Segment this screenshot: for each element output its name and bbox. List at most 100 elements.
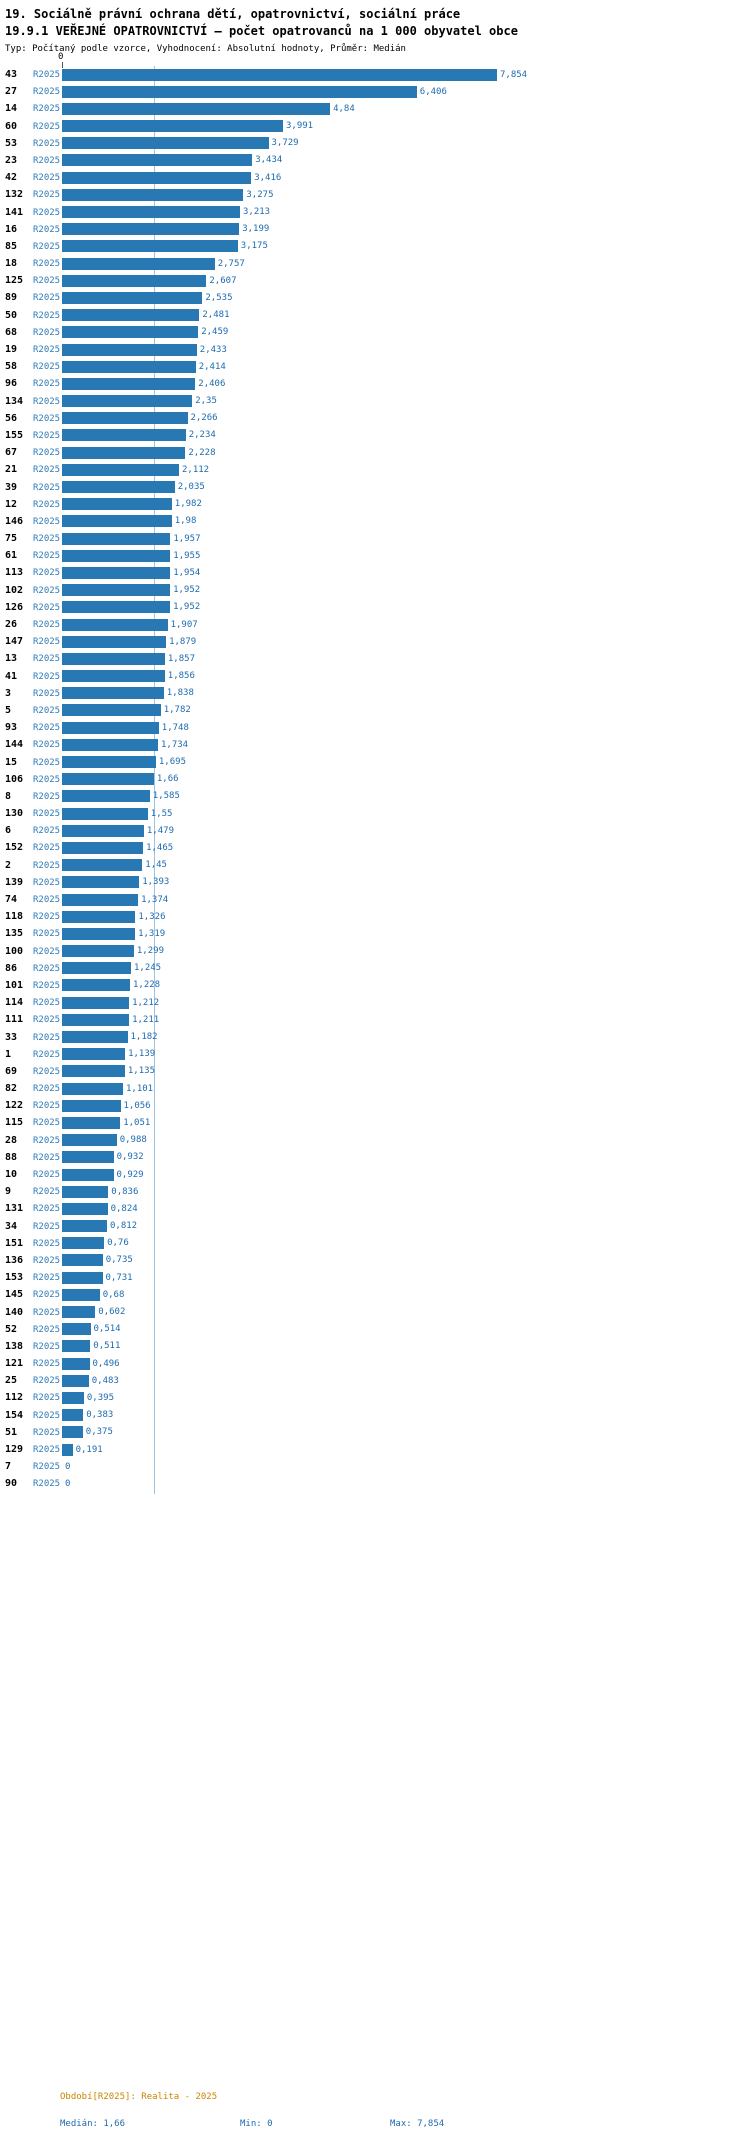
bar[interactable]: [62, 1391, 84, 1404]
bar[interactable]: [62, 841, 144, 854]
bar[interactable]: [62, 1306, 96, 1318]
bar[interactable]: [62, 481, 175, 493]
bar[interactable]: [62, 240, 238, 253]
bar[interactable]: [62, 137, 269, 150]
bar[interactable]: [62, 1357, 90, 1370]
bar[interactable]: [62, 498, 172, 511]
row-category-label: 39: [5, 481, 18, 493]
bar[interactable]: [62, 704, 161, 717]
bar[interactable]: [62, 996, 130, 1009]
bar[interactable]: [62, 377, 196, 390]
bar-value-label: 1,101: [126, 1083, 154, 1094]
bar-value-label: 1,98: [174, 516, 197, 527]
bar[interactable]: [62, 120, 283, 133]
bar[interactable]: [62, 343, 197, 356]
bar[interactable]: [62, 893, 139, 906]
row-period-label: R2025: [33, 929, 61, 940]
bar[interactable]: [62, 1288, 100, 1301]
bar[interactable]: [62, 635, 167, 648]
chart-row: 106 R2025 1,66: [0, 771, 750, 788]
bar-value-label: 1,66: [156, 774, 179, 785]
chart-row: 131 R2025 0,824: [0, 1200, 750, 1217]
row-category-label: 28: [5, 1134, 18, 1146]
bar[interactable]: [62, 1254, 103, 1267]
chart-row: 28 R2025 0,988: [0, 1132, 750, 1149]
bar-area: 0,375: [62, 1426, 113, 1439]
bar[interactable]: [62, 360, 196, 373]
footer-median-label: Medián: 1,66: [60, 2119, 126, 2129]
bar[interactable]: [62, 257, 215, 270]
bar[interactable]: [62, 979, 130, 992]
bar-area: 2,535: [62, 291, 232, 304]
bar[interactable]: [62, 1099, 121, 1112]
chart-subtitle: Typ: Počítaný podle vzorce, Vyhodnocení:…: [5, 44, 406, 54]
bar[interactable]: [62, 1168, 114, 1181]
bar[interactable]: [62, 85, 417, 98]
bar[interactable]: [62, 618, 168, 631]
bar[interactable]: [62, 1237, 105, 1250]
bar-area: 0,932: [62, 1151, 144, 1164]
bar[interactable]: [62, 532, 171, 545]
bar[interactable]: [62, 876, 140, 889]
bar-area: 1,211: [62, 1013, 159, 1026]
bar[interactable]: [62, 738, 158, 751]
bar[interactable]: [62, 412, 188, 425]
bar[interactable]: [62, 395, 193, 408]
bar[interactable]: [62, 927, 136, 940]
bar[interactable]: [62, 1426, 83, 1439]
bar[interactable]: [62, 206, 240, 218]
bar[interactable]: [62, 584, 171, 597]
bar[interactable]: [62, 223, 240, 236]
bar[interactable]: [62, 1013, 130, 1026]
bar[interactable]: [62, 1116, 121, 1129]
bar[interactable]: [62, 859, 143, 872]
bar[interactable]: [62, 154, 253, 167]
bar[interactable]: [62, 429, 186, 442]
bar[interactable]: [62, 807, 148, 820]
bar[interactable]: [62, 790, 150, 803]
bar[interactable]: [62, 102, 331, 115]
bar[interactable]: [62, 1443, 73, 1456]
bar[interactable]: [62, 601, 171, 614]
bar[interactable]: [62, 274, 207, 287]
bar[interactable]: [62, 910, 136, 923]
bar[interactable]: [62, 1202, 108, 1215]
bar[interactable]: [62, 1340, 91, 1353]
bar[interactable]: [62, 566, 171, 579]
bar[interactable]: [62, 1031, 128, 1043]
bar[interactable]: [62, 446, 186, 459]
bar[interactable]: [62, 1065, 125, 1078]
bar[interactable]: [62, 326, 199, 339]
bar[interactable]: [62, 68, 497, 81]
bar[interactable]: [62, 171, 252, 184]
bar[interactable]: [62, 1323, 91, 1336]
bar[interactable]: [62, 1271, 103, 1284]
bar[interactable]: [62, 1134, 117, 1147]
row-category-label: 154: [5, 1409, 24, 1421]
bar-area: 2,35: [62, 395, 217, 408]
bar[interactable]: [62, 1220, 107, 1233]
bar[interactable]: [62, 1151, 114, 1164]
bar[interactable]: [62, 652, 165, 665]
bar[interactable]: [62, 549, 171, 562]
bar[interactable]: [62, 824, 144, 837]
bar[interactable]: [62, 721, 159, 734]
bar[interactable]: [62, 773, 154, 786]
bar[interactable]: [62, 687, 164, 700]
bar[interactable]: [62, 756, 156, 768]
bar[interactable]: [62, 1185, 109, 1198]
bar[interactable]: [62, 463, 179, 476]
bar[interactable]: [62, 309, 200, 322]
bar-value-label: 0,932: [116, 1152, 144, 1163]
row-period-label: R2025: [33, 1341, 61, 1352]
bar[interactable]: [62, 1048, 126, 1061]
bar[interactable]: [62, 188, 244, 201]
bar[interactable]: [62, 945, 134, 958]
bar[interactable]: [62, 1374, 89, 1387]
bar[interactable]: [62, 1409, 84, 1422]
bar[interactable]: [62, 515, 172, 528]
bar[interactable]: [62, 1082, 123, 1095]
bar[interactable]: [62, 962, 131, 975]
bar[interactable]: [62, 670, 165, 683]
bar[interactable]: [62, 291, 203, 304]
